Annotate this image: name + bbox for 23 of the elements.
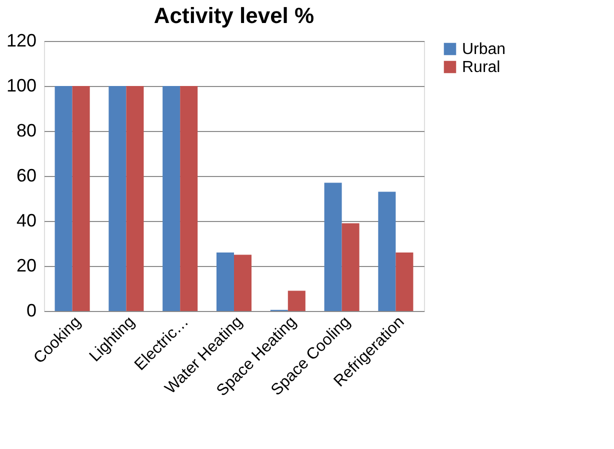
bar <box>288 290 306 311</box>
bar <box>234 254 252 311</box>
y-tick-label: 80 <box>16 120 36 140</box>
bar <box>216 252 234 311</box>
y-tick-label: 40 <box>16 210 36 230</box>
chart-title: Activity level % <box>154 3 314 28</box>
y-tick-label: 0 <box>26 300 36 320</box>
bar <box>324 182 342 311</box>
y-tick-label: 20 <box>16 256 36 276</box>
y-tick-label: 100 <box>6 76 36 96</box>
bar <box>162 86 180 311</box>
legend-label: Rural <box>462 59 500 76</box>
bar <box>180 86 198 311</box>
legend-label: Urban <box>462 41 506 58</box>
bar <box>72 86 90 311</box>
y-tick-label: 60 <box>16 166 36 186</box>
bar <box>126 86 144 311</box>
bar <box>378 192 396 311</box>
bar <box>54 86 72 311</box>
y-tick-label: 120 <box>6 30 36 50</box>
bar <box>108 86 126 311</box>
bar <box>342 223 360 311</box>
bar <box>396 252 414 311</box>
